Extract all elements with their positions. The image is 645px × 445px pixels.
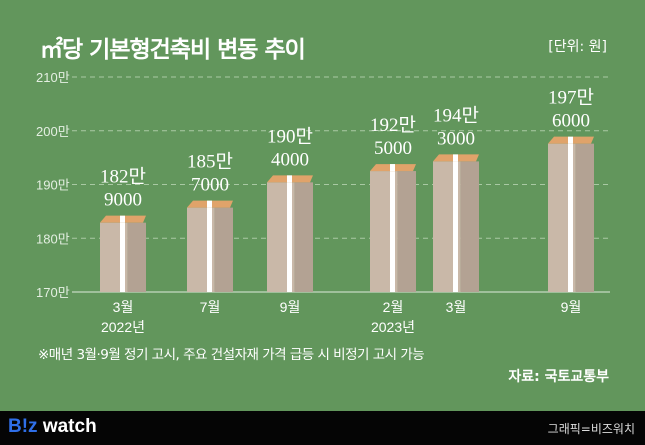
bar-band <box>120 222 125 292</box>
money-band <box>120 215 125 223</box>
x-tick-label: 9월 <box>561 299 582 315</box>
data-label: 182만 <box>100 166 146 188</box>
bar-band <box>568 143 573 292</box>
unit-label: [단위: 원] <box>548 39 607 55</box>
money-band <box>390 164 395 172</box>
bar-band <box>390 171 395 292</box>
data-label: 194만 <box>433 104 479 126</box>
bar-side <box>397 171 416 292</box>
bar-band <box>453 161 458 292</box>
x-year-label: 2023년 <box>371 319 415 335</box>
x-tick-label: 3월 <box>113 299 134 315</box>
money-band <box>453 154 458 162</box>
chart-title: ㎡당 기본형건축비 변동 추이 <box>40 37 306 63</box>
data-label: 190만 <box>267 125 313 147</box>
x-year-label: 2022년 <box>101 319 145 335</box>
bar-side <box>575 143 594 292</box>
bar-side <box>127 222 146 292</box>
data-label: 6000 <box>552 111 590 132</box>
bar-band <box>287 182 292 292</box>
data-label: 197만 <box>548 87 594 109</box>
bar-band <box>207 207 212 292</box>
y-tick-label: 170만 <box>36 285 70 300</box>
data-label: 9000 <box>104 190 142 211</box>
data-label: 3000 <box>437 128 475 149</box>
x-tick-label: 2월 <box>383 299 404 315</box>
data-label: 192만 <box>370 114 416 136</box>
data-label: 5000 <box>374 138 412 159</box>
bizwatch-logo: B!z watch <box>8 416 97 437</box>
money-band <box>207 200 212 208</box>
footnote: ※매년 3월·9월 정기 고시, 주요 건설자재 가격 급등 시 비정기 고시 … <box>38 347 425 363</box>
data-label: 185만 <box>187 151 233 173</box>
bar-side <box>460 161 479 292</box>
x-tick-label: 7월 <box>200 299 221 315</box>
money-band <box>568 136 573 144</box>
footer-bar: B!z watch 그래픽=비즈워치 <box>0 411 645 445</box>
data-label: 7000 <box>191 175 229 196</box>
y-tick-label: 210만 <box>36 70 70 85</box>
y-tick-label: 180만 <box>36 231 70 246</box>
x-tick-label: 3월 <box>446 299 467 315</box>
bar-side <box>294 182 313 292</box>
source: 자료: 국토교통부 <box>508 369 609 385</box>
bar-chart: 170만180만190만200만210만182만90003월2022년185만7… <box>36 70 610 335</box>
bar-side <box>214 207 233 292</box>
y-tick-label: 200만 <box>36 124 70 139</box>
money-band <box>287 175 292 183</box>
graphic-credit: 그래픽=비즈워치 <box>547 422 635 436</box>
y-tick-label: 190만 <box>36 178 70 193</box>
x-tick-label: 9월 <box>280 299 301 315</box>
data-label: 4000 <box>271 149 309 170</box>
